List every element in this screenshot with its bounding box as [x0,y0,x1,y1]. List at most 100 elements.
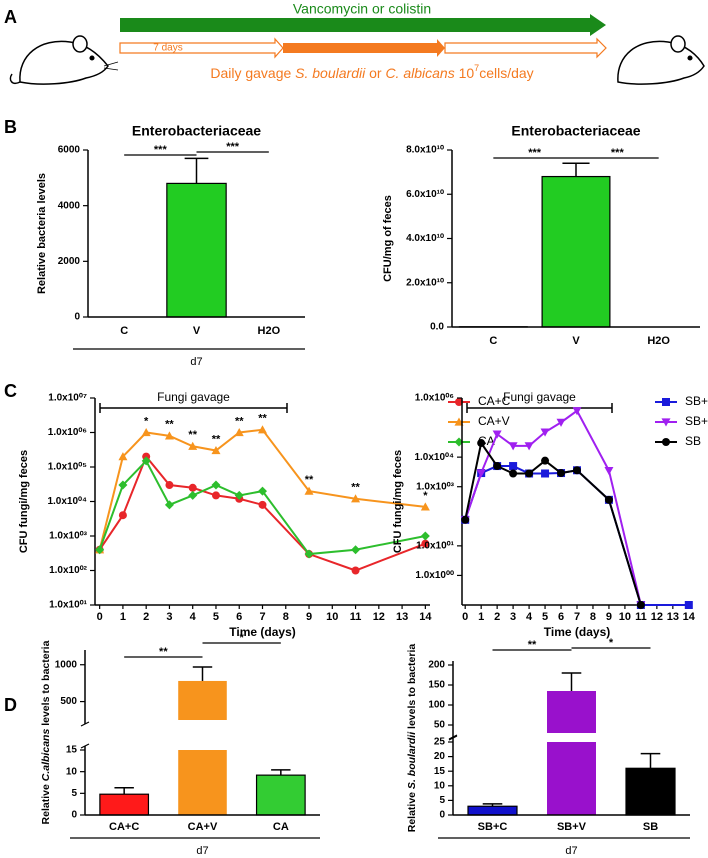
significance-label: * [144,415,149,427]
chart-title: Enterobacteriaceae [132,123,261,139]
point [351,566,360,575]
point [492,430,502,439]
point [662,438,670,446]
panel-label: C [4,381,17,401]
axis-break [80,743,90,749]
y-tick-label: 0.0 [430,322,444,333]
x-tick-label: 11 [635,611,647,623]
text-part: or [365,65,385,81]
y-tick-label: 4.0x10¹⁰ [406,233,444,244]
point [556,418,566,427]
bar [178,680,227,720]
x-axis-label: Time (days) [544,625,610,639]
y-tick-label: 4000 [58,200,81,211]
x-tick-label: 9 [306,611,312,623]
significance-label: * [609,637,614,649]
point [95,545,105,555]
chart-title: Enterobacteriaceae [511,123,640,139]
gavage-arrow [444,37,607,59]
significance-label: *** [611,147,625,159]
y-tick-label: 1.0x10⁰¹ [416,540,455,551]
point [421,539,430,548]
significance-label: ** [212,433,221,445]
x-tick-label: 4 [526,611,533,623]
mouse-left [9,35,119,85]
significance-label: ** [528,639,537,651]
point [304,549,314,559]
point [636,601,645,609]
group-label: d7 [196,845,208,857]
y-tick-label: 1.0x10⁰⁴ [47,496,87,507]
text-part: C. albicans [385,65,454,81]
x-tick-label: 3 [510,611,516,623]
significance-label: ** [305,474,314,486]
x-tick-label: SB [643,821,658,833]
significance-label: *** [154,144,168,156]
y-tick-label: 150 [428,680,445,691]
point [188,483,197,492]
x-tick-label: CA [273,821,289,833]
x-tick-label: 14 [419,611,432,623]
point [188,441,198,450]
x-tick-label: 9 [606,611,612,623]
antibiotic-arrow [120,14,606,36]
y-tick-label: 1.0x10⁰⁷ [48,393,87,404]
point [164,431,174,440]
y-tick-label: 100 [428,700,445,711]
y-tick-label: 15 [66,745,78,756]
significance-label: *** [528,147,542,159]
significance-label: * [423,490,428,502]
text-part: C.albicans [40,729,52,782]
significance-label: ** [165,419,174,431]
duration-label: 7 days [153,43,182,54]
x-tick-label: V [572,335,580,347]
significance-label: ** [188,429,197,441]
point [684,601,693,609]
y-tick-label: 15 [434,766,446,777]
point [211,491,220,500]
y-tick-label: 0 [74,312,80,323]
x-tick-label: CA+C [109,821,139,833]
point [164,500,174,510]
text-part: levels to bacteria [406,644,418,732]
gavage-label: Daily gavage S. boulardii or C. albicans… [210,63,533,80]
x-tick-label: 12 [651,611,663,623]
point [541,456,550,465]
point [118,480,128,490]
point [461,515,470,524]
point [211,480,221,490]
legend-label: CA+C [478,394,511,408]
point [165,481,174,490]
y-tick-label: 2.0x10¹⁰ [406,277,444,288]
point [541,469,550,478]
y-tick-label: 1.0x10⁰⁰ [415,570,454,581]
x-tick-label: SB+C [478,821,508,833]
y-tick-label: 1.0x10⁰⁵ [48,462,88,473]
x-tick-label: 4 [190,611,197,623]
antibiotic-label: Vancomycin or colistin [293,1,431,17]
y-tick-label: 5 [439,795,445,806]
y-tick-label: 1.0x10⁰⁴ [414,452,454,463]
point [525,469,534,478]
panel-label: B [4,117,17,137]
x-tick-label: 10 [326,611,338,623]
significance-label: ** [351,482,360,494]
significance-label: ** [258,413,267,425]
point [661,418,671,427]
x-axis-label: Time (days) [229,625,295,639]
y-tick-label: 200 [428,660,445,671]
bar [166,182,227,318]
point [304,486,314,495]
x-tick-label: 0 [97,611,103,623]
x-tick-label: 10 [619,611,631,623]
x-tick-label: 7 [574,611,580,623]
x-tick-label: 1 [478,611,484,623]
bracket-label: Fungi gavage [503,390,576,404]
significance-label: ** [235,415,244,427]
point [234,428,244,437]
x-tick-label: 13 [396,611,408,623]
x-tick-label: 14 [683,611,696,623]
point [508,442,518,451]
x-tick-label: V [193,325,201,337]
